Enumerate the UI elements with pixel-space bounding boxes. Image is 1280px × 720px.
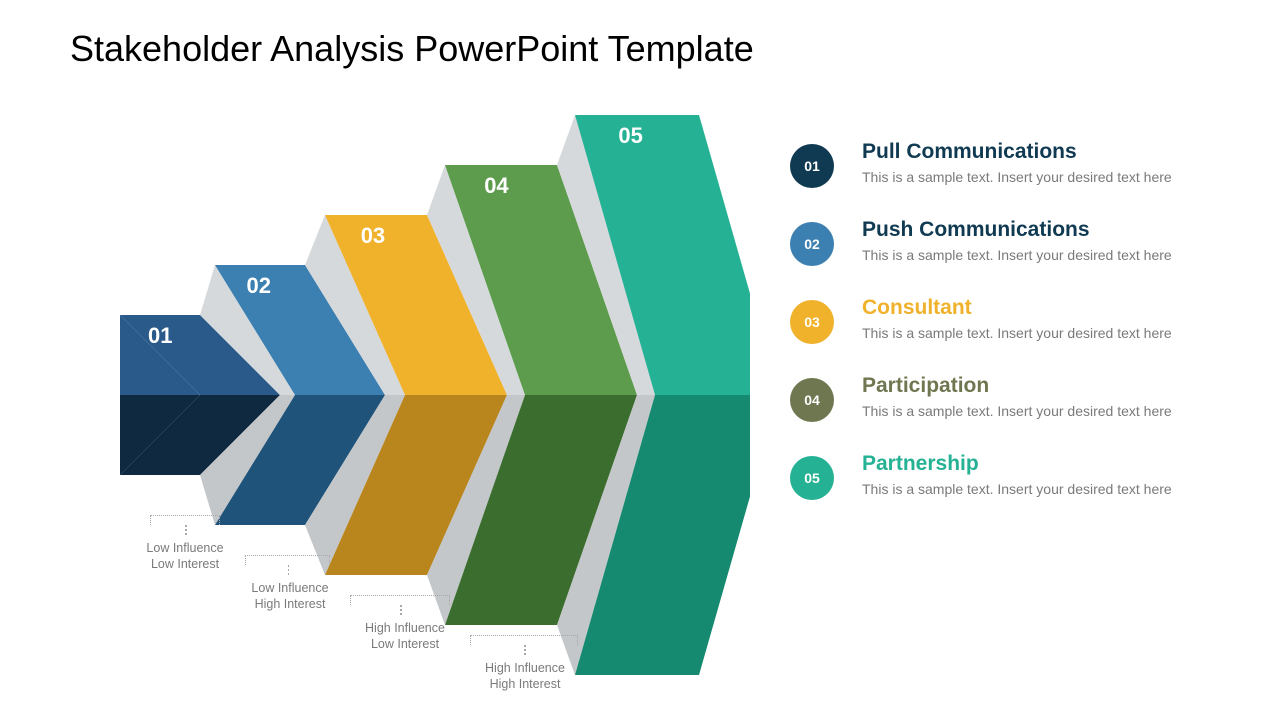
legend-title: Partnership xyxy=(862,452,1240,476)
bracket-stem xyxy=(400,605,402,615)
legend-desc: This is a sample text. Insert your desir… xyxy=(862,324,1240,343)
legend-desc: This is a sample text. Insert your desir… xyxy=(862,168,1240,187)
bracket xyxy=(350,595,450,605)
legend-list: 01 Pull Communications This is a sample … xyxy=(790,140,1240,530)
bracket-stem xyxy=(288,565,290,575)
chevron-diagram: 01 02 03 04 05 Low InfluenceLow Interest Low I… xyxy=(50,100,750,660)
legend-title: Push Communications xyxy=(862,218,1240,242)
bracket-stem xyxy=(524,645,526,655)
bracket xyxy=(245,555,330,565)
bracket-label: Low InfluenceHigh Interest xyxy=(225,580,355,613)
bracket-stem xyxy=(185,525,187,535)
legend-item: 05 Partnership This is a sample text. In… xyxy=(790,452,1240,500)
legend-badge: 02 xyxy=(790,222,834,266)
chevron-number: 05 xyxy=(618,123,642,149)
legend-text: Pull Communications This is a sample tex… xyxy=(862,140,1240,187)
bracket xyxy=(150,515,220,525)
legend-text: Consultant This is a sample text. Insert… xyxy=(862,296,1240,343)
legend-text: Partnership This is a sample text. Inser… xyxy=(862,452,1240,499)
legend-desc: This is a sample text. Insert your desir… xyxy=(862,402,1240,421)
legend-item: 02 Push Communications This is a sample … xyxy=(790,218,1240,266)
legend-desc: This is a sample text. Insert your desir… xyxy=(862,246,1240,265)
legend-desc: This is a sample text. Insert your desir… xyxy=(862,480,1240,499)
chevron-number: 01 xyxy=(148,323,172,349)
legend-text: Participation This is a sample text. Ins… xyxy=(862,374,1240,421)
legend-title: Consultant xyxy=(862,296,1240,320)
legend-badge: 03 xyxy=(790,300,834,344)
bracket-label: High InfluenceLow Interest xyxy=(340,620,470,653)
legend-badge: 05 xyxy=(790,456,834,500)
legend-item: 01 Pull Communications This is a sample … xyxy=(790,140,1240,188)
chevron-number: 02 xyxy=(247,273,271,299)
bracket xyxy=(470,635,578,645)
legend-badge: 01 xyxy=(790,144,834,188)
chevron-number: 03 xyxy=(361,223,385,249)
legend-text: Push Communications This is a sample tex… xyxy=(862,218,1240,265)
legend-badge: 04 xyxy=(790,378,834,422)
legend-item: 04 Participation This is a sample text. … xyxy=(790,374,1240,422)
bracket-label: High InfluenceHigh Interest xyxy=(460,660,590,693)
legend-title: Participation xyxy=(862,374,1240,398)
legend-item: 03 Consultant This is a sample text. Ins… xyxy=(790,296,1240,344)
chevron-number: 04 xyxy=(484,173,508,199)
legend-title: Pull Communications xyxy=(862,140,1240,164)
slide-title: Stakeholder Analysis PowerPoint Template xyxy=(70,28,754,70)
bracket-label: Low InfluenceLow Interest xyxy=(120,540,250,573)
